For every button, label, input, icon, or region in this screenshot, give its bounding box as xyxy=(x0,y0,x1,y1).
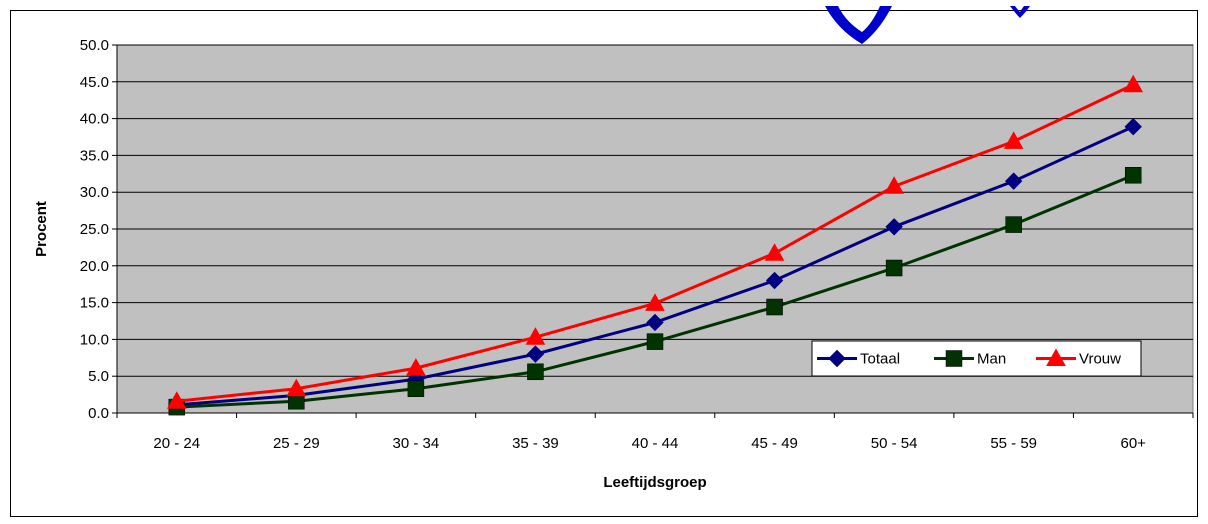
data-point xyxy=(765,271,784,290)
x-tick-label: 25 - 29 xyxy=(273,435,320,452)
x-tick-label: 35 - 39 xyxy=(512,435,559,452)
y-tick-label: 25.0 xyxy=(80,221,109,238)
data-point xyxy=(766,298,783,316)
data-point xyxy=(1005,216,1022,233)
data-point xyxy=(646,333,664,350)
data-point xyxy=(885,218,903,236)
legend-marker xyxy=(1046,348,1066,366)
series-vrouw xyxy=(166,74,1144,409)
data-point xyxy=(406,358,426,376)
data-point xyxy=(286,378,307,397)
data-point xyxy=(1123,74,1144,93)
data-point xyxy=(884,176,904,194)
data-point xyxy=(527,363,544,381)
legend-box xyxy=(811,340,1142,377)
x-tick-label: 45 - 49 xyxy=(751,435,798,452)
y-tick-label: 45.0 xyxy=(80,74,109,91)
legend-label: Totaal xyxy=(860,351,900,368)
data-point xyxy=(764,243,785,261)
data-point xyxy=(885,259,903,277)
data-point xyxy=(646,313,664,332)
legend-marker xyxy=(828,349,846,368)
decorative-logo-shape xyxy=(825,6,1030,44)
data-point xyxy=(1003,131,1024,149)
y-tick-label: 50.0 xyxy=(80,37,109,54)
x-tick-label: 30 - 34 xyxy=(393,435,440,452)
series-man xyxy=(168,167,1142,416)
data-point xyxy=(1004,172,1023,190)
y-tick-label: 35.0 xyxy=(80,147,109,164)
x-tick-label: 60+ xyxy=(1120,435,1146,452)
data-point xyxy=(407,380,425,397)
legend-label: Vrouw xyxy=(1079,351,1121,368)
data-point xyxy=(1124,167,1142,184)
y-axis-ticks: 0.0 5.0 10.0 15.0 20.0 25.0 30.0 35.0 40.0 45.0 50… xyxy=(80,37,1193,422)
legend: Totaal Man Vrouw xyxy=(811,340,1142,377)
data-point xyxy=(526,345,545,363)
data-point xyxy=(645,293,665,311)
x-axis-title: Leeftijdsgroep xyxy=(603,474,706,491)
y-axis-title: Procent xyxy=(33,201,50,257)
y-tick-label: 10.0 xyxy=(80,331,109,348)
y-tick-label: 5.0 xyxy=(88,368,109,385)
x-tick-label: 20 - 24 xyxy=(153,435,200,452)
y-tick-label: 15.0 xyxy=(80,295,109,312)
y-tick-label: 30.0 xyxy=(80,184,109,201)
data-point xyxy=(525,327,546,345)
y-tick-label: 0.0 xyxy=(88,405,109,422)
legend-marker xyxy=(945,350,963,367)
x-axis-ticks: 20 - 24 25 - 29 30 - 34 35 - 39 40 - 44 45 - … xyxy=(116,413,1194,452)
y-tick-label: 40.0 xyxy=(80,111,109,128)
x-tick-label: 50 - 54 xyxy=(871,435,918,452)
x-tick-label: 40 - 44 xyxy=(632,435,679,452)
y-tick-label: 20.0 xyxy=(80,258,109,275)
series-layer xyxy=(166,74,1144,416)
legend-label: Man xyxy=(977,351,1006,368)
data-point xyxy=(1124,117,1142,136)
x-tick-label: 55 - 59 xyxy=(990,435,1037,452)
data-point xyxy=(166,391,187,409)
